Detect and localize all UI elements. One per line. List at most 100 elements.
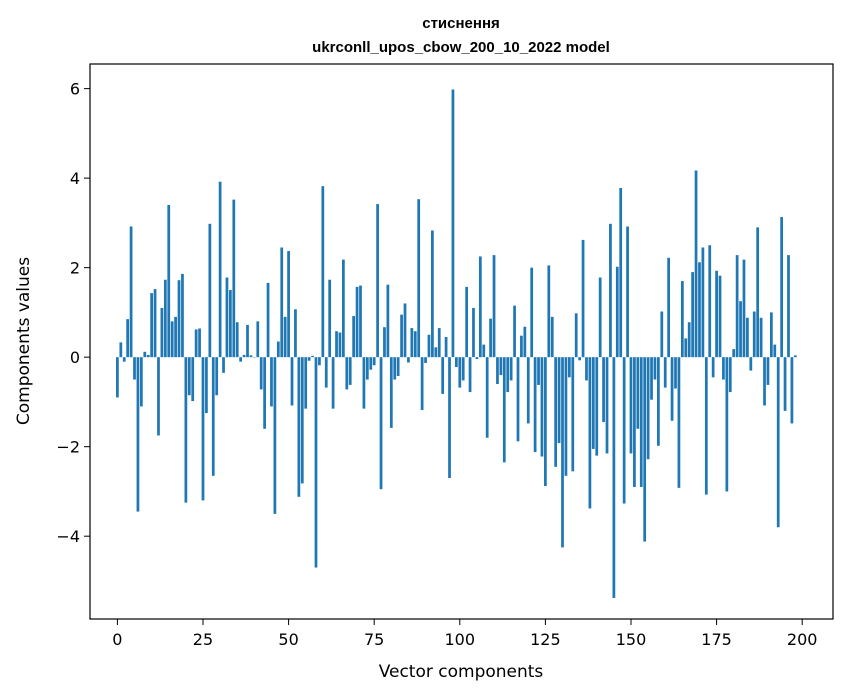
- bar-26: [205, 357, 208, 414]
- bar-68: [348, 357, 352, 385]
- bar-15: [167, 204, 171, 358]
- bar-75: [372, 357, 376, 366]
- bar-177: [722, 357, 725, 380]
- chart-title: стиснення: [422, 15, 500, 32]
- bar-119: [523, 326, 527, 358]
- bar-0: [116, 357, 119, 398]
- x-tick-label-125: 125: [530, 630, 561, 649]
- bar-1: [119, 342, 123, 358]
- bar-102: [465, 286, 469, 358]
- bar-41: [256, 321, 260, 358]
- bar-70: [355, 286, 359, 358]
- bar-128: [554, 357, 558, 467]
- bar-194: [780, 217, 784, 358]
- bar-120: [526, 357, 530, 424]
- bar-112: [499, 357, 503, 376]
- bar-126: [547, 265, 551, 358]
- bar-25: [201, 357, 205, 501]
- bar-183: [742, 259, 746, 358]
- bar-173: [708, 245, 712, 358]
- bar-13: [160, 307, 164, 358]
- bar-165: [680, 281, 684, 358]
- bar-32: [225, 277, 229, 358]
- y-tick-label-2: 2: [70, 259, 80, 278]
- bar-22: [191, 357, 195, 402]
- bar-156: [650, 357, 653, 400]
- bar-187: [756, 227, 760, 358]
- bar-167: [687, 322, 691, 358]
- bar-131: [564, 357, 568, 476]
- bar-78: [383, 327, 386, 358]
- bar-144: [609, 223, 612, 358]
- y-tick-label-0: 0: [70, 348, 80, 367]
- bar-72: [362, 357, 366, 409]
- bar-154: [643, 357, 647, 542]
- bar-181: [735, 255, 739, 358]
- bar-98: [451, 89, 455, 358]
- bar-2: [122, 357, 126, 362]
- bar-189: [763, 357, 766, 406]
- bar-11: [153, 289, 157, 358]
- bar-109: [489, 318, 492, 358]
- bar-145: [612, 357, 616, 598]
- bar-94: [437, 328, 441, 358]
- bar-65: [338, 332, 342, 358]
- bar-139: [591, 357, 595, 449]
- bar-151: [633, 357, 636, 487]
- bar-89: [420, 357, 424, 410]
- bar-19: [181, 273, 184, 358]
- chart-subtitle: ukrconll_upos_cbow_200_10_2022 model: [312, 39, 610, 56]
- x-tick-label-150: 150: [616, 630, 647, 649]
- bar-6: [136, 357, 140, 512]
- bar-171: [701, 247, 705, 358]
- bar-127: [550, 316, 554, 358]
- bar-122: [533, 357, 537, 453]
- y-tick-label--2: −2: [56, 438, 80, 457]
- bar-161: [667, 257, 671, 358]
- bar-55: [304, 357, 308, 409]
- bar-130: [561, 357, 564, 548]
- bar-153: [639, 357, 643, 487]
- bar-155: [646, 357, 650, 460]
- bar-116: [513, 305, 516, 358]
- bar-87: [413, 331, 417, 358]
- bar-138: [588, 357, 592, 509]
- bar-7: [139, 357, 143, 407]
- bar-134: [574, 313, 578, 358]
- bar-133: [571, 357, 575, 472]
- bar-193: [776, 357, 780, 528]
- bar-115: [509, 357, 513, 381]
- bar-157: [653, 357, 657, 380]
- bar-27: [208, 223, 212, 358]
- bar-28: [211, 357, 215, 476]
- bar-164: [677, 357, 681, 488]
- bar-60: [321, 186, 325, 358]
- bar-54: [300, 357, 304, 484]
- bar-61: [324, 357, 328, 388]
- bar-90: [424, 357, 427, 363]
- bar-67: [345, 357, 349, 390]
- bar-91: [427, 334, 431, 358]
- x-tick-label-100: 100: [445, 630, 476, 649]
- y-axis-ticks: −4 −2 0 2 4 6: [56, 80, 90, 546]
- bar-51: [290, 357, 294, 406]
- bar-180: [732, 349, 736, 358]
- bar-77: [379, 357, 383, 490]
- bar-146: [615, 266, 619, 358]
- bar-64: [335, 331, 338, 358]
- bar-45: [270, 357, 273, 407]
- bar-105: [475, 357, 479, 359]
- bar-86: [410, 328, 414, 358]
- bar-118: [520, 335, 523, 358]
- bar-178: [725, 357, 729, 492]
- bar-197: [790, 357, 794, 424]
- bar-53: [297, 357, 301, 497]
- bar-52: [294, 309, 297, 358]
- bar-21: [187, 357, 191, 396]
- bar-80: [389, 357, 393, 428]
- bar-160: [663, 357, 667, 388]
- bar-196: [787, 255, 790, 358]
- bar-20: [184, 357, 188, 503]
- bar-66: [342, 259, 345, 358]
